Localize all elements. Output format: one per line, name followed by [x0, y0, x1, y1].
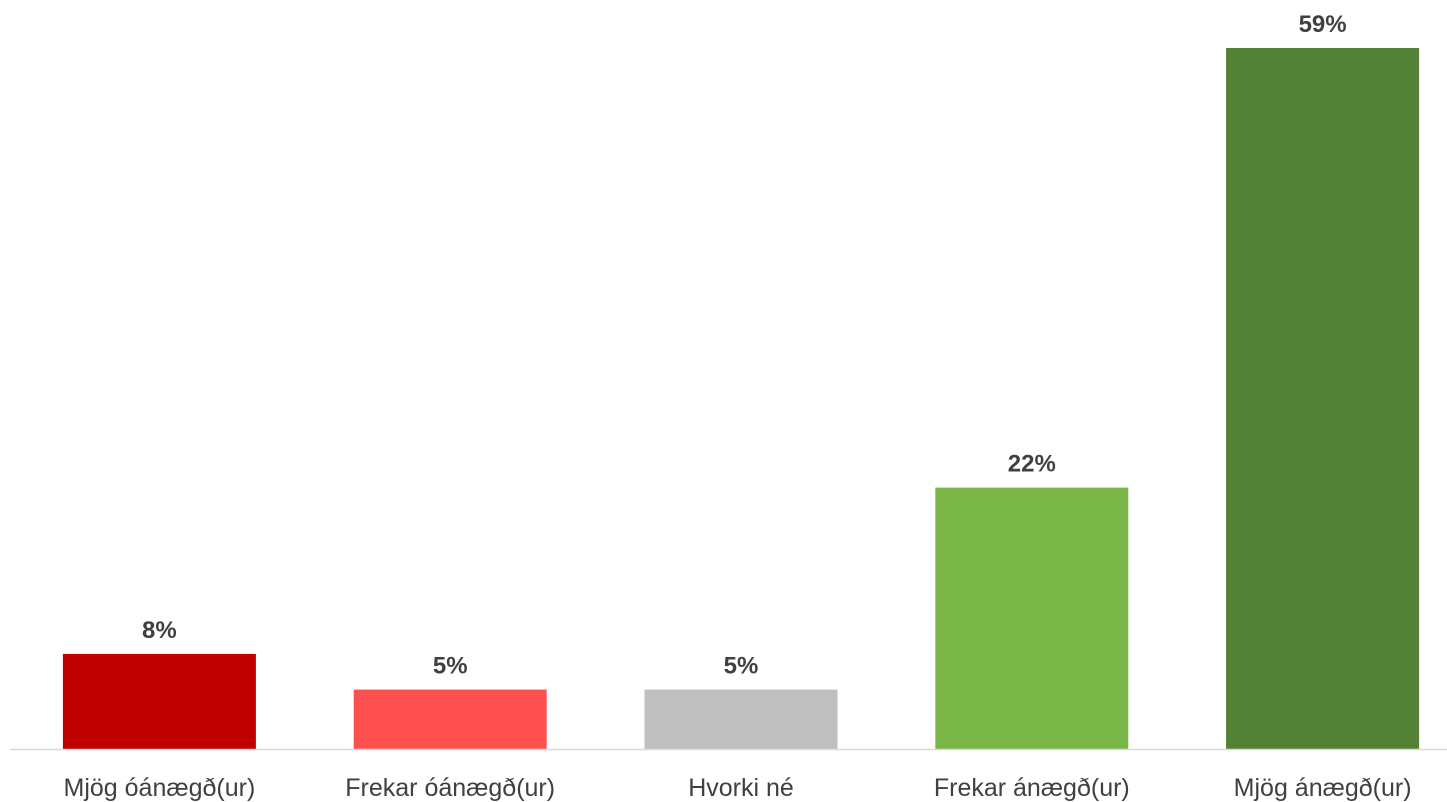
bar-4 [1226, 48, 1420, 749]
x-tick-label-2: Hvorki né [688, 774, 794, 802]
bars-layer [62, 48, 1420, 749]
bar-1 [353, 689, 547, 749]
bar-2 [644, 689, 838, 749]
x-tick-label-1: Frekar óánægð(ur) [345, 774, 555, 802]
bar-value-label-3: 22% [1008, 451, 1056, 478]
bar-value-label-4: 59% [1299, 11, 1347, 38]
bar-value-label-1: 5% [433, 653, 468, 680]
value-labels-layer: 8% 5% 5% 22% 59% [142, 11, 1347, 680]
bar-3 [935, 487, 1129, 749]
x-tick-label-3: Frekar ánægð(ur) [934, 774, 1130, 802]
bar-value-label-2: 5% [724, 653, 759, 680]
x-tick-label-4: Mjög ánægð(ur) [1234, 774, 1412, 802]
bar-value-label-0: 8% [142, 617, 177, 644]
x-tick-labels-layer: Mjög óánægð(ur) Frekar óánægð(ur) Hvorki n… [64, 774, 1412, 802]
x-tick-label-0: Mjög óánægð(ur) [64, 774, 256, 802]
bar-0 [62, 653, 256, 749]
